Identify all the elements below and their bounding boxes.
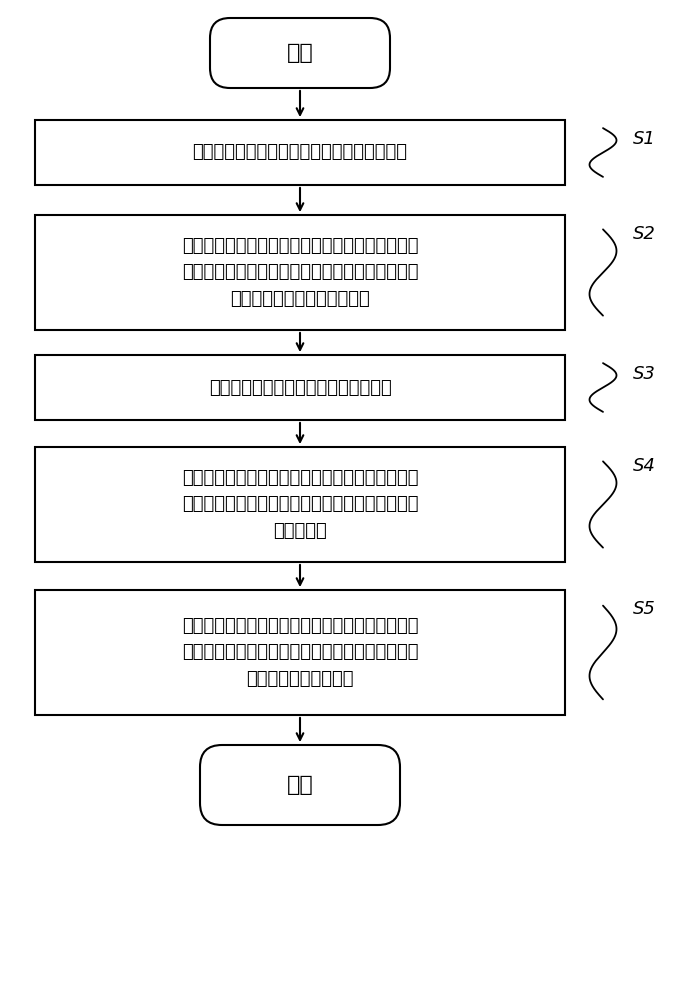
- Bar: [35, 215, 565, 330]
- Text: S2: S2: [633, 225, 656, 243]
- Text: S1: S1: [633, 130, 656, 148]
- Bar: [35, 590, 565, 715]
- Text: 客户端基于可缩放矢量图形绘图技术建立坐标系，
对站场元素基本信息的关联关系进行解析，绘制站
场基础图形: 客户端基于可缩放矢量图形绘图技术建立坐标系， 对站场元素基本信息的关联关系进行解…: [182, 469, 418, 540]
- Bar: [35, 355, 565, 420]
- Bar: [35, 447, 565, 562]
- Text: S3: S3: [633, 365, 656, 383]
- FancyBboxPatch shape: [200, 745, 400, 825]
- Text: S4: S4: [633, 457, 656, 475]
- Text: 将站场基本信息按预设协议写入站场数据文件: 将站场基本信息按预设协议写入站场数据文件: [193, 143, 408, 161]
- Text: 将存储在数据库中的数据推送到客户端: 将存储在数据库中的数据推送到客户端: [208, 378, 391, 396]
- Text: 按照预设的数据格式读取站场数据文件，将对应的
站场元素基本信息存储于服务器端的数据库中，所
述服务器端包括调车防护系统: 按照预设的数据格式读取站场数据文件，将对应的 站场元素基本信息存储于服务器端的数…: [182, 237, 418, 308]
- Text: 开始: 开始: [287, 43, 313, 63]
- Text: 实时传输机车和站场的实时数据，解析后存储于服
务器端的数据库，并推送到客户端，实现站场图形
的实时数据显示与刷新: 实时传输机车和站场的实时数据，解析后存储于服 务器端的数据库，并推送到客户端，实…: [182, 617, 418, 688]
- FancyBboxPatch shape: [210, 18, 390, 88]
- Bar: [35, 120, 565, 185]
- Text: S5: S5: [633, 600, 656, 618]
- Text: 结束: 结束: [287, 775, 313, 795]
